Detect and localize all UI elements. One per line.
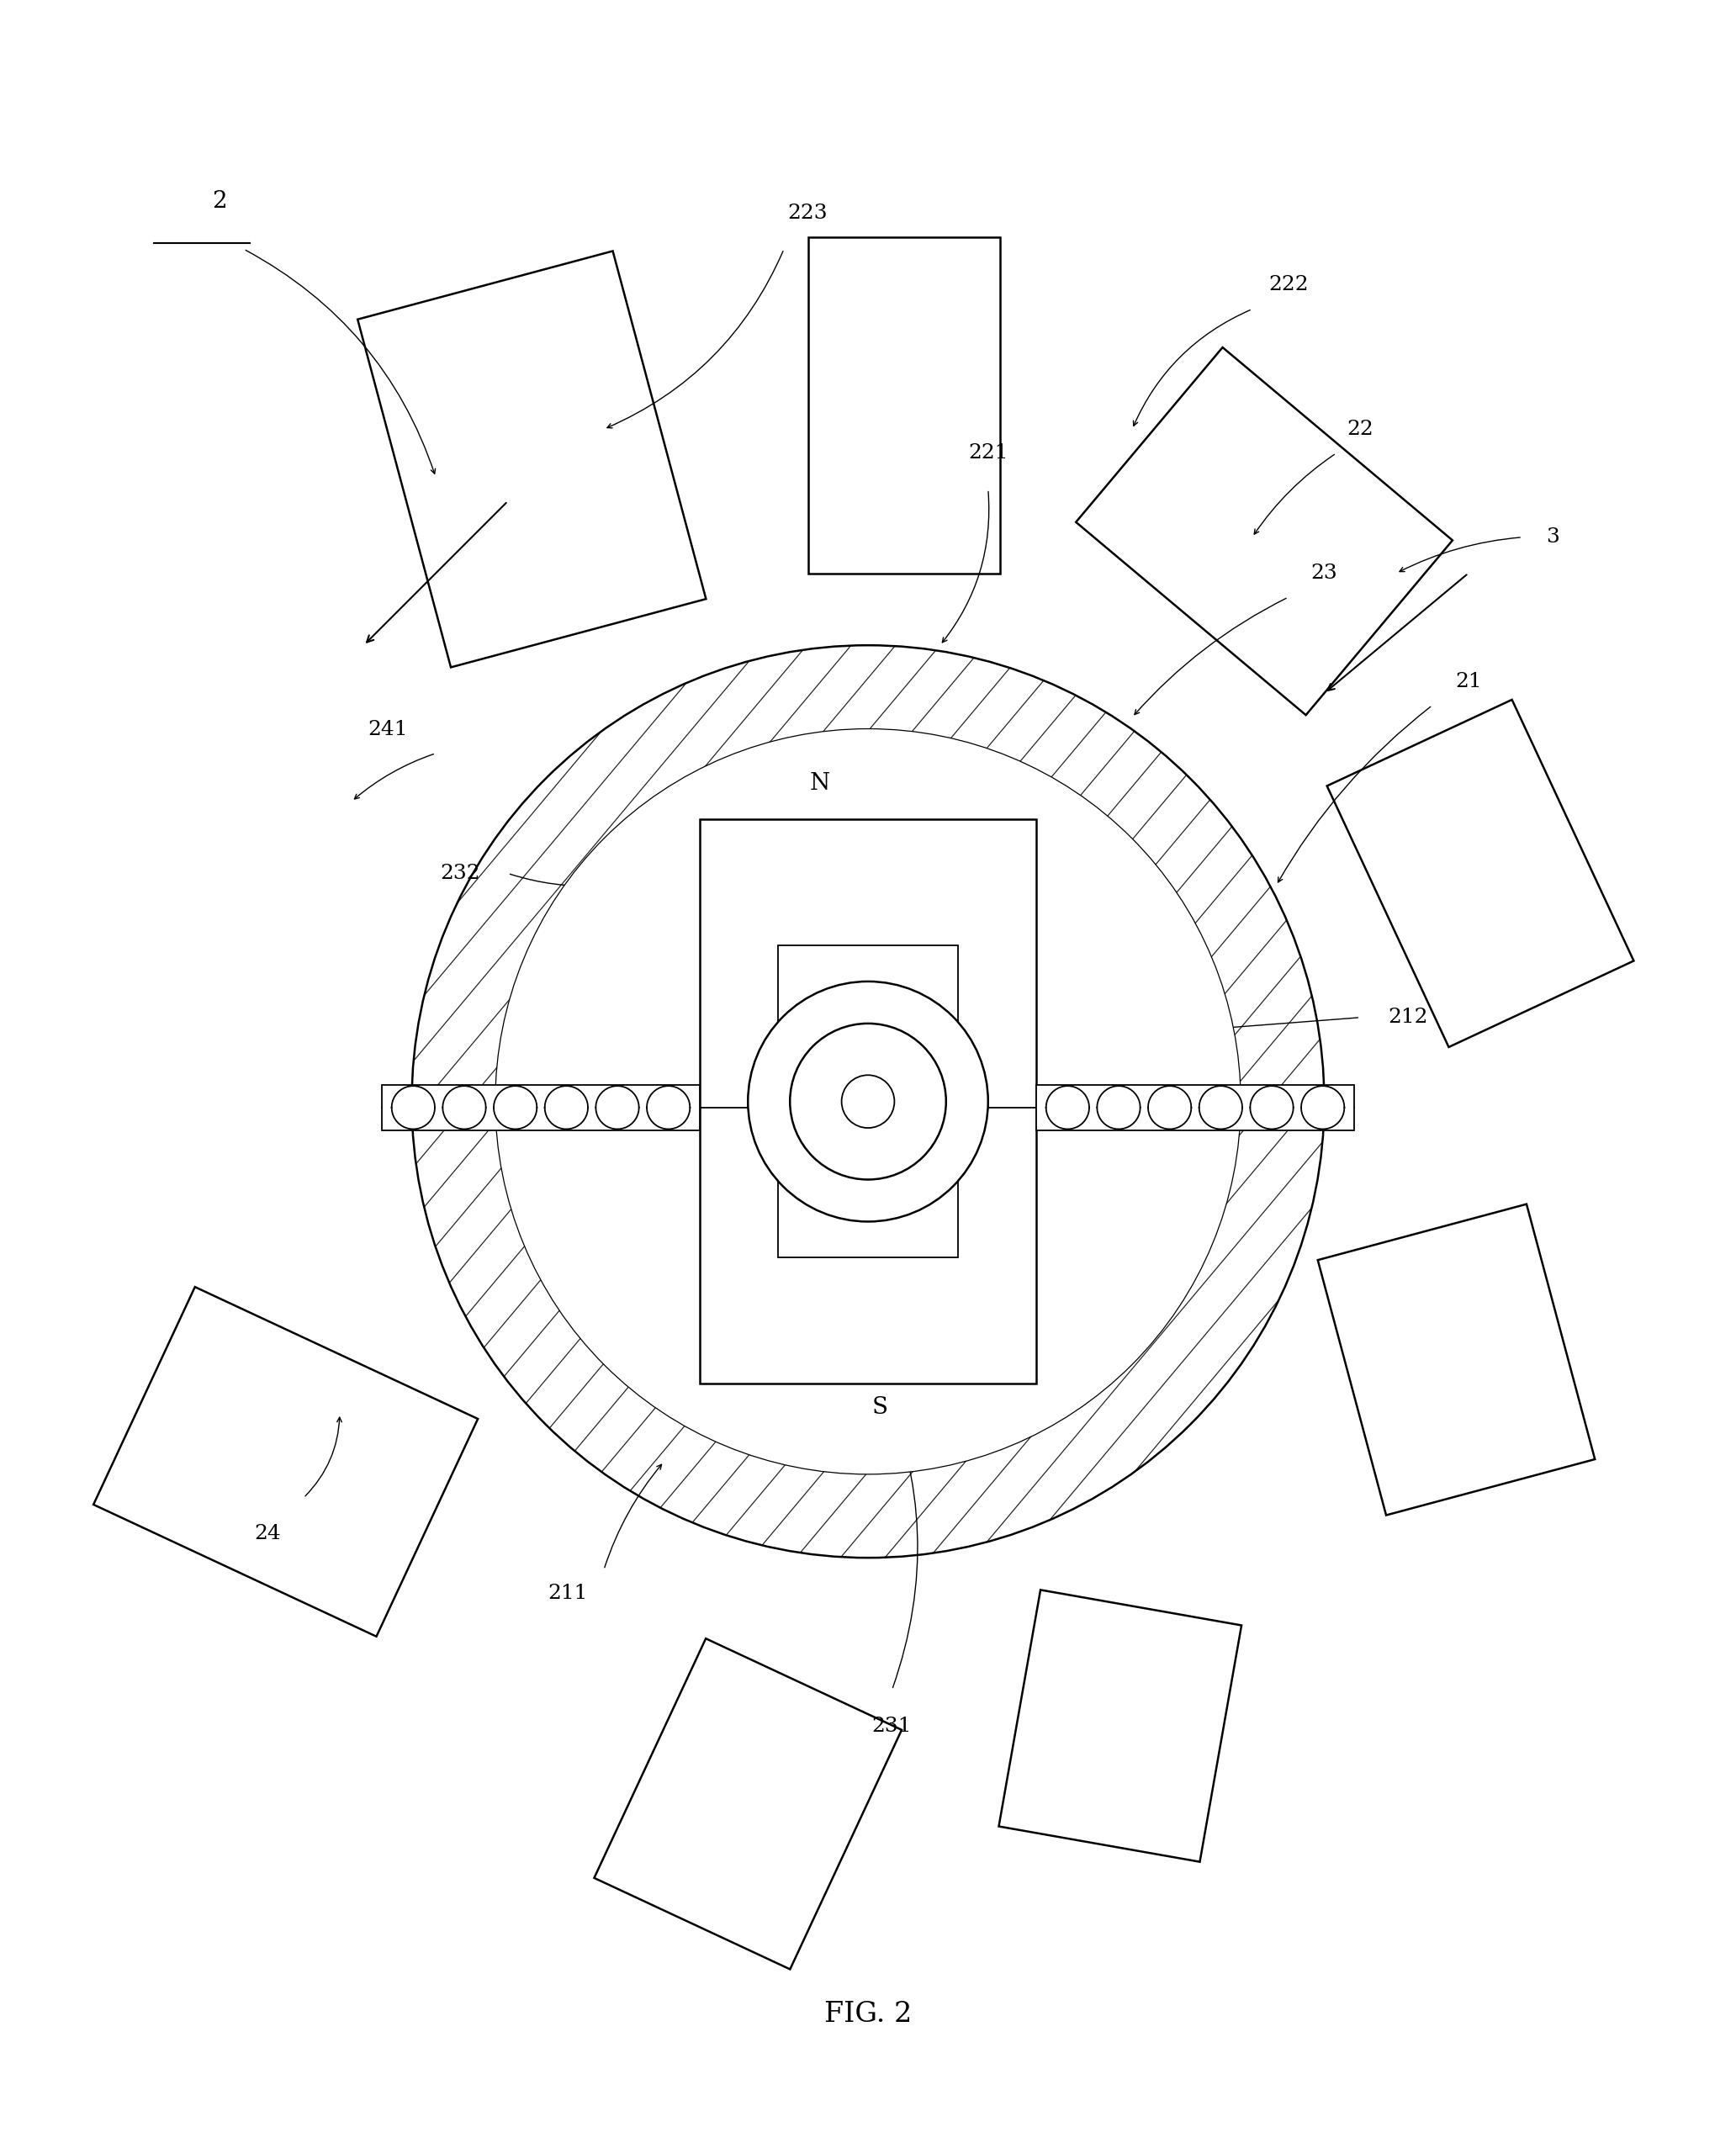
Bar	[1036, 1084, 1354, 1129]
Polygon shape	[1318, 1204, 1595, 1515]
Text: 232: 232	[439, 864, 479, 883]
Circle shape	[748, 981, 988, 1222]
Polygon shape	[1326, 699, 1634, 1048]
Text: 22: 22	[1347, 420, 1373, 439]
Bar	[778, 1174, 958, 1258]
Polygon shape	[807, 238, 1000, 572]
Text: 2: 2	[212, 191, 227, 212]
Text: 212: 212	[1389, 1007, 1429, 1026]
Text: N: N	[809, 771, 830, 795]
Circle shape	[842, 1076, 894, 1127]
Text: 3: 3	[1545, 527, 1559, 546]
Polygon shape	[998, 1590, 1241, 1862]
Circle shape	[496, 729, 1240, 1474]
Text: 223: 223	[788, 204, 828, 223]
Text: FIG. 2: FIG. 2	[825, 2002, 911, 2027]
Text: S: S	[871, 1397, 889, 1419]
Text: 221: 221	[969, 444, 1009, 463]
Text: 222: 222	[1269, 276, 1309, 296]
Text: 24: 24	[253, 1524, 281, 1543]
Text: 231: 231	[871, 1717, 911, 1736]
Text: 211: 211	[549, 1584, 589, 1603]
Polygon shape	[1076, 347, 1453, 716]
Text: 23: 23	[1311, 564, 1338, 583]
Text: 21: 21	[1455, 671, 1481, 690]
Polygon shape	[594, 1639, 901, 1969]
Wedge shape	[411, 645, 1325, 1558]
Polygon shape	[94, 1288, 477, 1637]
Bar	[700, 819, 1036, 1384]
Polygon shape	[358, 251, 707, 666]
Text: 241: 241	[368, 720, 408, 739]
Bar	[778, 945, 958, 1029]
Bar	[382, 1084, 700, 1129]
